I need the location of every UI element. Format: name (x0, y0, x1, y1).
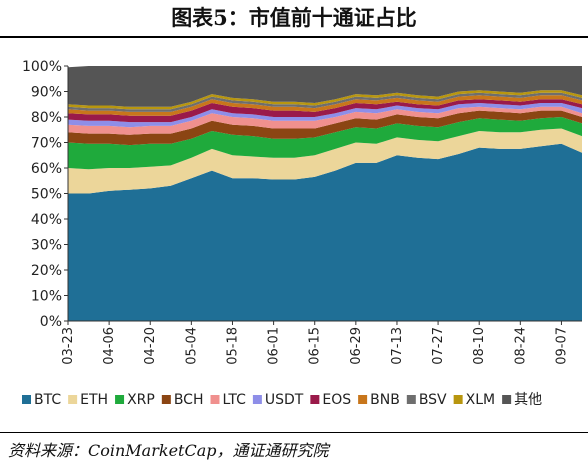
title-divider (0, 36, 588, 38)
x-tick-label: 05-04 (184, 327, 199, 365)
area-series-bsv (68, 92, 582, 112)
y-tick-label: 70% (31, 136, 62, 152)
x-tick-label: 06-01 (267, 327, 282, 365)
legend-label: BSV (419, 392, 447, 408)
y-tick-label: 100% (22, 59, 62, 75)
legend-item-bnb: BNB (358, 392, 400, 408)
legend-item-eos: EOS (310, 392, 351, 408)
chart-areas (68, 66, 582, 321)
legend-swatch (161, 395, 171, 404)
x-tick-label: 05-18 (225, 327, 240, 365)
legend-item-其他: 其他 (502, 392, 542, 408)
chart-title: 图表5：市值前十通证占比 (171, 5, 417, 30)
area-series-bnb (68, 95, 582, 116)
legend-label: BNB (370, 392, 400, 408)
legend-swatch (406, 395, 416, 404)
legend-swatch (502, 395, 512, 404)
legend-label: BTC (34, 392, 61, 408)
legend-item-xrp: XRP (115, 392, 155, 408)
source-divider (0, 432, 588, 433)
area-series-其他 (68, 66, 582, 107)
legend-label: LTC (223, 392, 247, 408)
legend-label: XRP (127, 392, 155, 408)
y-tick-label: 50% (31, 187, 62, 203)
y-tick-label: 20% (31, 263, 62, 279)
stacked-area-chart: 0% 10% 20% 30% 40% 50% 60% 70% 80% 90% 100% 03-23 04… (22, 59, 582, 408)
x-tick-label: 04-06 (102, 327, 117, 365)
area-series-bch (68, 110, 582, 146)
y-tick-label: 80% (31, 110, 62, 126)
legend-label: EOS (322, 392, 351, 408)
legend-item-bsv: BSV (406, 392, 447, 408)
legend-label: XLM (466, 392, 495, 408)
x-tick-label: 04-20 (143, 327, 158, 365)
y-tick-label: 10% (31, 289, 62, 305)
chart-axes: 0% 10% 20% 30% 40% 50% 60% 70% 80% 90% 100% 03-23 04… (22, 59, 582, 365)
legend-swatch (358, 395, 368, 404)
legend-swatch (252, 395, 262, 404)
y-tick-label: 40% (31, 212, 62, 228)
legend-item-usdt: USDT (252, 392, 304, 408)
legend-label: BCH (174, 392, 204, 408)
legend-swatch (210, 395, 220, 404)
x-tick-label: 07-27 (431, 327, 446, 365)
legend-swatch (115, 395, 125, 404)
chart-legend: BTC ETH XRP BCH LTC USDT EOS BNB BSV XLM 其他 (22, 392, 542, 408)
source-note: 资料来源：CoinMarketCap，通证通研究院 (8, 441, 329, 460)
legend-item-bch: BCH (161, 392, 204, 408)
legend-label: 其他 (514, 392, 542, 408)
area-series-xrp (68, 117, 582, 170)
x-tick-label: 03-23 (61, 327, 76, 365)
legend-item-xlm: XLM (453, 392, 495, 408)
area-series-eos (68, 99, 582, 123)
y-tick-label: 60% (31, 161, 62, 177)
area-series-xlm (68, 90, 582, 110)
legend-label: ETH (80, 392, 108, 408)
legend-label: USDT (265, 392, 304, 408)
legend-swatch (310, 395, 320, 404)
y-tick-label: 90% (31, 85, 62, 101)
x-tick-label: 06-29 (349, 327, 364, 365)
y-tick-label: 0% (40, 314, 62, 330)
x-tick-label: 07-13 (390, 327, 405, 365)
x-tick-label: 08-24 (513, 327, 528, 365)
legend-swatch (453, 395, 463, 404)
area-series-eth (68, 128, 582, 194)
legend-item-ltc: LTC (210, 392, 247, 408)
y-tick-label: 30% (31, 238, 62, 254)
legend-item-btc: BTC (22, 392, 61, 408)
legend-swatch (68, 395, 78, 404)
legend-swatch (22, 395, 31, 404)
area-series-btc (68, 143, 582, 321)
x-tick-label: 09-07 (554, 327, 569, 365)
x-tick-label: 06-15 (308, 327, 323, 365)
legend-item-eth: ETH (68, 392, 108, 408)
area-series-ltc (68, 106, 582, 135)
x-tick-label: 08-10 (472, 327, 487, 365)
